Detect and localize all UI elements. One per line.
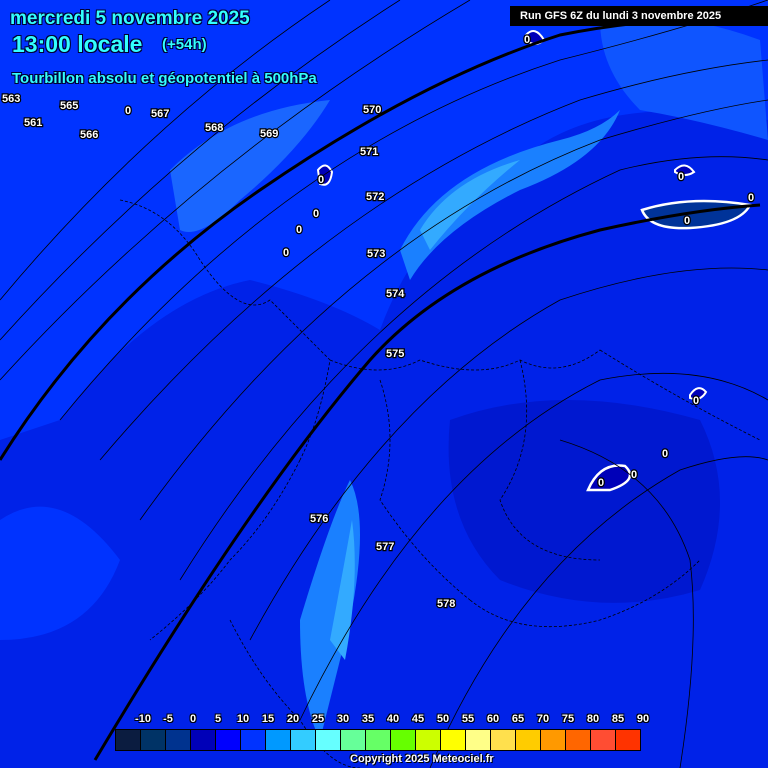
contour-label-578: 578 <box>437 598 455 610</box>
contour-label-561: 561 <box>24 117 42 129</box>
legend-tick-label: -5 <box>163 713 173 725</box>
zero-label: 0 <box>318 174 324 186</box>
zero-label: 0 <box>678 171 684 183</box>
parameter-title: Tourbillon absolu et géopotentiel à 500h… <box>12 70 317 87</box>
zero-label: 0 <box>313 208 319 220</box>
legend-swatch <box>416 730 441 750</box>
legend-swatch <box>516 730 541 750</box>
legend-tick-label: 50 <box>436 713 450 725</box>
forecast-date: mercredi 5 novembre 2025 <box>10 8 250 29</box>
legend-swatch <box>216 730 241 750</box>
zero-label: 0 <box>662 448 668 460</box>
forecast-lead: (+54h) <box>162 36 207 53</box>
contour-label-568: 568 <box>205 122 223 134</box>
run-label: Run GFS 6Z du lundi 3 novembre 2025 <box>510 6 768 26</box>
legend-tick-label: 10 <box>236 713 250 725</box>
legend-ticks: -10 -5 0 5 10 15 20 25 30 35 40 45 50 55 60 65 70 75 80 85 9… <box>115 713 649 727</box>
legend-tick-label: -10 <box>135 713 151 725</box>
zero-label: 0 <box>125 105 131 117</box>
legend-tick-label: 25 <box>311 713 325 725</box>
contour-label-572: 572 <box>366 191 384 203</box>
zero-label: 0 <box>631 469 637 481</box>
legend-swatch <box>141 730 166 750</box>
contour-label-563: 563 <box>2 93 20 105</box>
legend-swatch <box>441 730 466 750</box>
zero-label: 0 <box>748 192 754 204</box>
legend-swatch <box>341 730 366 750</box>
contour-label-577: 577 <box>376 541 394 553</box>
legend-swatch <box>466 730 491 750</box>
contour-label-570: 570 <box>363 104 381 116</box>
legend-tick-label: 90 <box>636 713 650 725</box>
legend-swatch <box>541 730 566 750</box>
legend-tick-label: 55 <box>461 713 475 725</box>
contour-label-576: 576 <box>310 513 328 525</box>
zero-label: 0 <box>684 215 690 227</box>
contour-label-575: 575 <box>386 348 404 360</box>
contour-label-574: 574 <box>386 288 405 300</box>
legend-tick-label: 60 <box>486 713 500 725</box>
legend-swatch <box>616 730 640 750</box>
legend-tick-label: 30 <box>336 713 350 725</box>
legend-swatch <box>391 730 416 750</box>
legend-tick-label: 15 <box>261 713 275 725</box>
legend-swatch <box>316 730 341 750</box>
zero-label: 0 <box>598 477 604 489</box>
legend-tick-label: 0 <box>189 713 197 725</box>
copyright: Copyright 2025 Meteociel.fr <box>350 753 494 765</box>
legend-tick-label: 35 <box>361 713 375 725</box>
legend-swatch <box>291 730 316 750</box>
legend-swatch <box>166 730 191 750</box>
vorticity-fill <box>0 0 768 740</box>
legend-swatch <box>191 730 216 750</box>
vorticity-zero-labels: 0 0 0 0 0 0 0 0 0 0 0 0 0 <box>124 33 756 491</box>
contour-labels: 563 561 565 566 567 568 569 570 571 572 … <box>1 92 457 612</box>
legend-swatch <box>266 730 291 750</box>
legend-tick-label: 45 <box>411 713 425 725</box>
legend-tick-label: 75 <box>561 713 575 725</box>
zero-label: 0 <box>693 395 699 407</box>
legend-swatch <box>591 730 616 750</box>
legend-tick-label: 80 <box>586 713 600 725</box>
forecast-time: 13:00 locale <box>12 31 143 57</box>
legend-tick-label: 5 <box>214 713 222 725</box>
legend-tick-label: 20 <box>286 713 300 725</box>
legend-tick-label: 40 <box>386 713 400 725</box>
contour-label-566: 566 <box>80 129 98 141</box>
legend-swatch <box>566 730 591 750</box>
contour-label-571: 571 <box>360 146 378 158</box>
legend-tick-label: 65 <box>511 713 525 725</box>
contour-label-565: 565 <box>60 100 78 112</box>
zero-label: 0 <box>283 247 289 259</box>
zero-label: 0 <box>296 224 302 236</box>
zero-label: 0 <box>524 34 530 46</box>
legend-swatch <box>116 730 141 750</box>
coastlines-borders <box>119 199 761 768</box>
legend-tick-label: 85 <box>611 713 625 725</box>
contour-label-567: 567 <box>151 108 169 120</box>
legend-colorbar <box>115 729 641 751</box>
contour-label-569: 569 <box>260 128 278 140</box>
legend-swatch <box>491 730 516 750</box>
legend-swatch <box>241 730 266 750</box>
legend-swatch <box>366 730 391 750</box>
legend-tick-label: 70 <box>536 713 550 725</box>
contour-label-573: 573 <box>367 248 385 260</box>
